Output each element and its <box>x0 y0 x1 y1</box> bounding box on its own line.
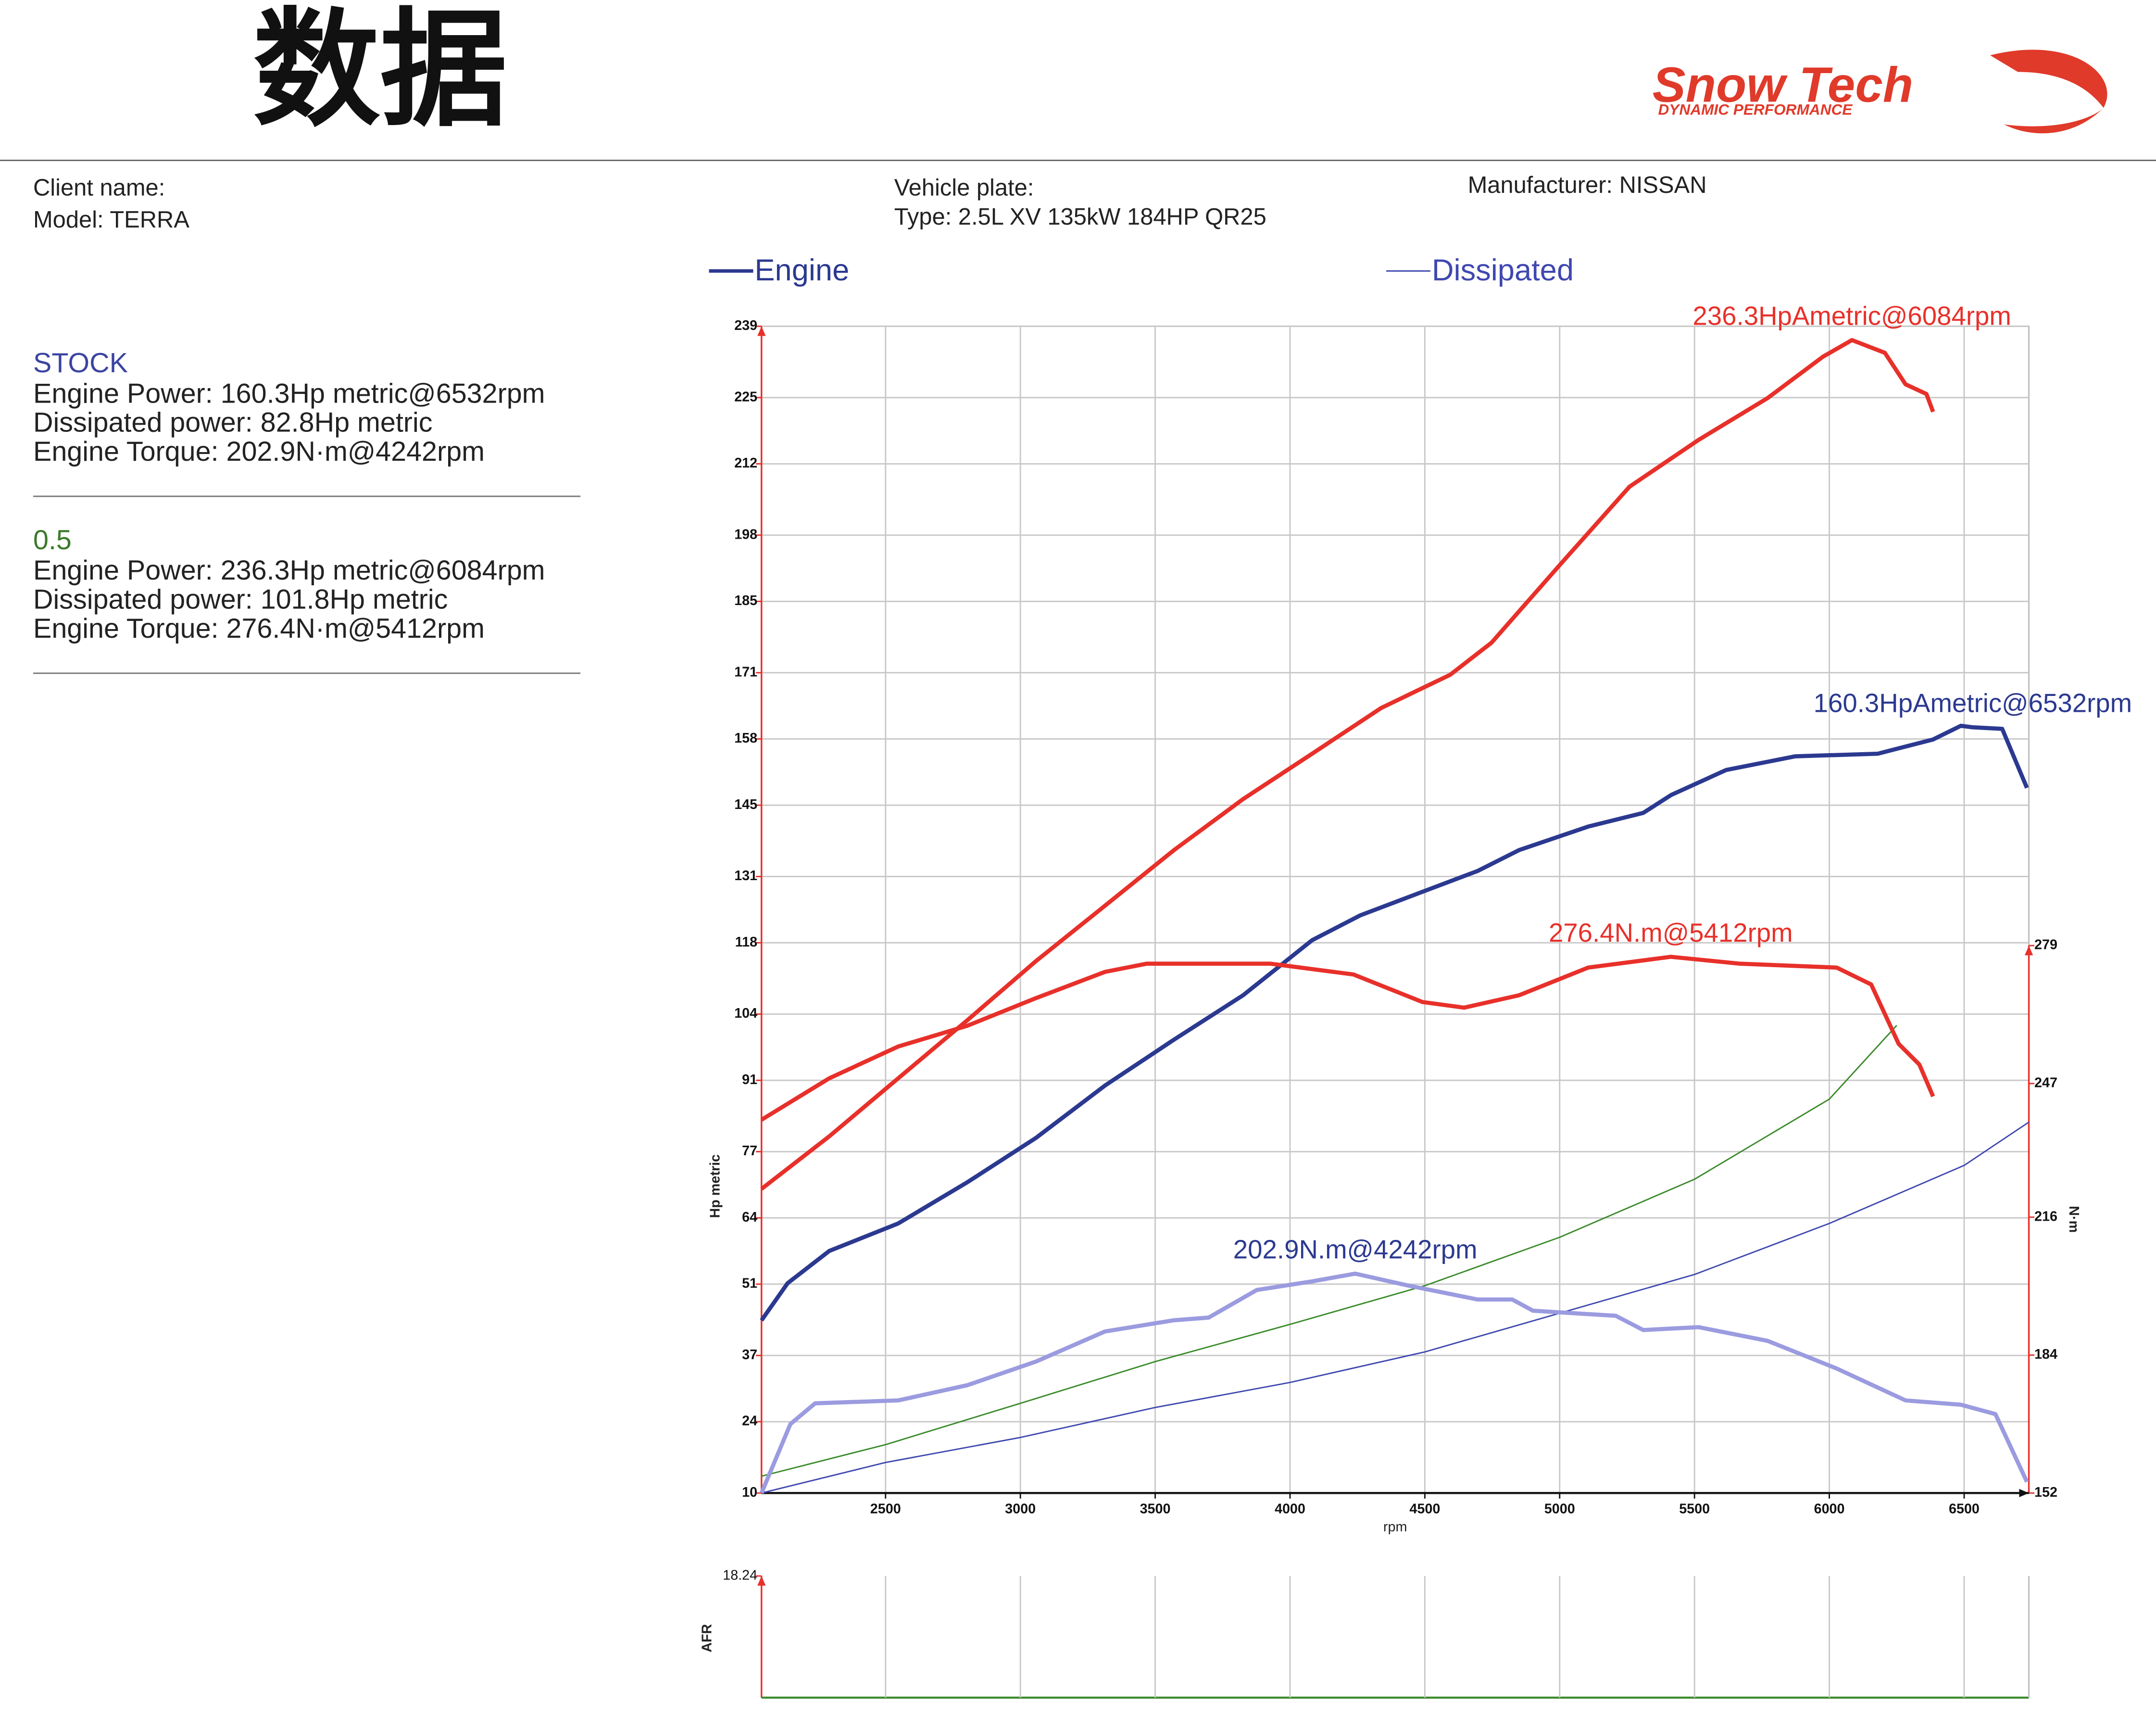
y2-tick-label: 216 <box>2034 1209 2057 1224</box>
logo-subtext: DYNAMIC PERFORMANCE <box>1658 101 1853 118</box>
run-stat: Dissipated power: 101.8Hp metric <box>33 584 448 615</box>
afr-axis-label: AFR <box>699 1624 714 1652</box>
x-tick-label: 3500 <box>1140 1501 1171 1516</box>
y2-tick-label: 247 <box>2034 1075 2057 1090</box>
series-line <box>760 338 1935 1191</box>
run-name: STOCK <box>33 348 128 379</box>
vehicle-type: Type: 2.5L XV 135kW 184HP QR25 <box>894 204 1266 230</box>
x-tick-label: 6500 <box>1949 1501 1980 1516</box>
x-tick-label: 6000 <box>1814 1501 1845 1516</box>
y-tick-label: 10 <box>742 1485 757 1500</box>
run-stat: Dissipated power: 82.8Hp metric <box>33 407 432 438</box>
x-axis-arrow <box>2019 1489 2029 1497</box>
x-axis-label: rpm <box>1383 1519 1407 1535</box>
x-tick-label: 2500 <box>870 1501 901 1516</box>
y-tick-label: 185 <box>734 593 757 608</box>
peak-annotation: 236.3HpAmetric@6084rpm <box>1692 301 2011 330</box>
client-name: Client name: <box>33 175 165 201</box>
y-axis-label: Hp metric <box>708 1154 723 1218</box>
vehicle-plate: Vehicle plate: <box>894 175 1034 201</box>
run-name: 0.5 <box>33 525 72 556</box>
y2-tick-label: 279 <box>2034 937 2057 953</box>
y-tick-label: 104 <box>734 1006 757 1021</box>
y-tick-label: 145 <box>734 797 757 812</box>
y-tick-label: 131 <box>734 868 757 884</box>
y2-axis-label: N·m <box>2066 1206 2081 1233</box>
afr-tick-label: 18.24 <box>723 1567 757 1583</box>
logo-swirl <box>1990 50 2107 108</box>
y-tick-label: 37 <box>742 1347 757 1363</box>
logo-text: Snow Tech <box>1653 56 1913 112</box>
series-line <box>760 723 2029 1322</box>
y2-axis-arrow <box>2024 946 2033 956</box>
run-stat: Engine Torque: 276.4N·m@5412rpm <box>33 613 485 644</box>
series-line <box>760 955 1935 1122</box>
y-tick-label: 77 <box>742 1143 757 1159</box>
logo: Snow Tech DYNAMIC PERFORMANCE <box>1653 50 2107 134</box>
y-tick-label: 212 <box>734 455 757 471</box>
y-tick-label: 64 <box>742 1210 757 1225</box>
logo-swirl <box>2004 108 2104 134</box>
y-tick-label: 239 <box>734 318 757 333</box>
page-title: 数据 <box>253 0 507 141</box>
y-tick-label: 51 <box>742 1276 757 1291</box>
peak-annotation: 276.4N.m@5412rpm <box>1549 918 1793 947</box>
y-tick-label: 91 <box>742 1072 757 1087</box>
y-axis-arrow <box>757 326 766 336</box>
y-tick-label: 171 <box>734 664 757 680</box>
peak-annotation: 202.9N.m@4242rpm <box>1233 1235 1478 1264</box>
x-tick-label: 4500 <box>1409 1501 1440 1516</box>
afr-axis-arrow <box>757 1576 766 1586</box>
x-tick-label: 4000 <box>1275 1501 1305 1516</box>
y-tick-label: 198 <box>734 527 757 542</box>
y2-tick-label: 152 <box>2034 1485 2057 1500</box>
x-tick-label: 5500 <box>1679 1501 1710 1516</box>
peak-annotation: 160.3HpAmetric@6532rpm <box>1814 689 2132 718</box>
legend-label: Engine <box>754 253 849 287</box>
series-line <box>759 1271 2029 1494</box>
series-line <box>761 1024 1897 1477</box>
series-line <box>761 1121 2030 1494</box>
y-tick-label: 118 <box>735 934 757 950</box>
x-tick-label: 3000 <box>1005 1501 1036 1516</box>
y2-tick-label: 184 <box>2034 1347 2057 1362</box>
y-tick-label: 158 <box>734 731 757 746</box>
manufacturer: Manufacturer: NISSAN <box>1468 172 1707 198</box>
plot-frame <box>761 325 2030 1494</box>
run-stat: Engine Torque: 202.9N·m@4242rpm <box>33 436 485 467</box>
legend-label: Dissipated <box>1432 253 1574 287</box>
x-tick-label: 5000 <box>1544 1501 1575 1516</box>
y-tick-label: 24 <box>742 1414 757 1429</box>
run-stat: Engine Power: 236.3Hp metric@6084rpm <box>33 555 545 586</box>
run-stat: Engine Power: 160.3Hp metric@6532rpm <box>33 378 545 409</box>
model: Model: TERRA <box>33 207 189 233</box>
y-tick-label: 225 <box>734 389 757 404</box>
